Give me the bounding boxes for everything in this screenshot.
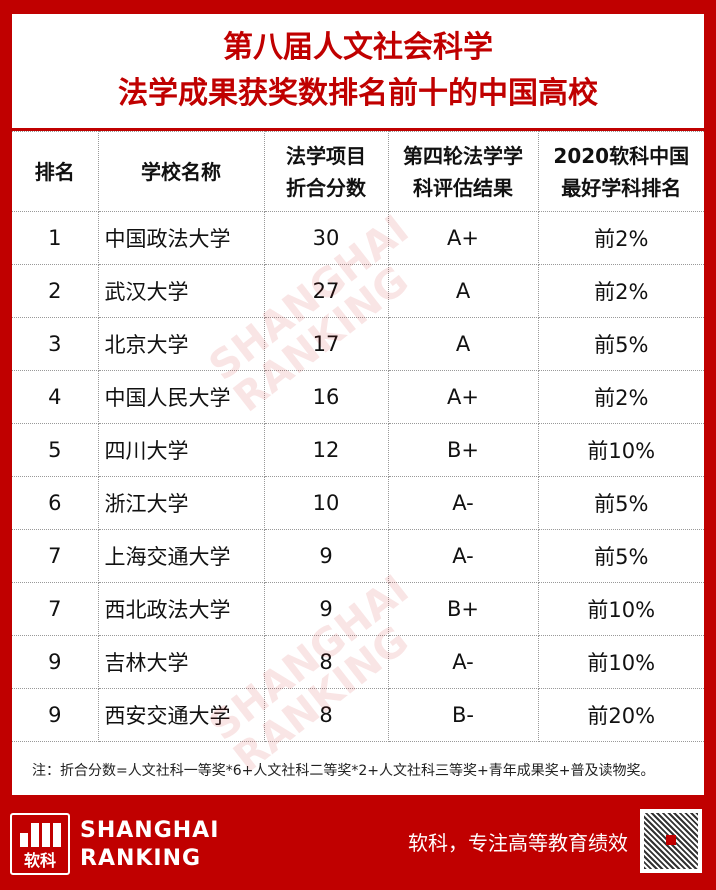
header-row: 排名 学校名称 法学项目 折合分数 第四轮法学学 科评估结果 2020软科中国 最好学科… bbox=[12, 131, 704, 212]
law-score-cell: 9 bbox=[263, 582, 389, 636]
discipline-evaluation-cell: A bbox=[387, 264, 539, 318]
law-score-cell: 8 bbox=[263, 688, 389, 742]
school-name-cell: 浙江大学 bbox=[97, 476, 265, 530]
school-name-cell: 吉林大学 bbox=[97, 635, 265, 689]
column-header: 2020软科中国 最好学科排名 bbox=[537, 131, 704, 212]
title-line-2: 法学成果获奖数排名前十的中国高校 bbox=[118, 76, 598, 111]
brand-line-1: SHANGHAI bbox=[80, 818, 220, 843]
rank-cell: 1 bbox=[12, 211, 99, 265]
discipline-evaluation-cell: B- bbox=[387, 688, 539, 742]
rank-cell: 9 bbox=[12, 635, 99, 689]
discipline-evaluation-cell: A bbox=[387, 317, 539, 371]
discipline-evaluation-cell: B+ bbox=[387, 423, 539, 477]
table-row: 7 西北政法大学 9 B+ 前10% bbox=[12, 582, 704, 636]
school-name-cell: 武汉大学 bbox=[97, 264, 265, 318]
table-row: 3 北京大学 17 A 前5% bbox=[12, 317, 704, 371]
rank-cell: 6 bbox=[12, 476, 99, 530]
title: 第八届人文社会科学 法学成果获奖数排名前十的中国高校 bbox=[12, 14, 704, 131]
discipline-evaluation-cell: A- bbox=[387, 476, 539, 530]
discipline-evaluation-cell: A+ bbox=[387, 211, 539, 265]
rank-cell: 9 bbox=[12, 688, 99, 742]
subject-ranking-cell: 前5% bbox=[537, 317, 704, 371]
subject-ranking-cell: 前2% bbox=[537, 211, 704, 265]
law-score-cell: 27 bbox=[263, 264, 389, 318]
rank-cell: 5 bbox=[12, 423, 99, 477]
school-name-cell: 西北政法大学 bbox=[97, 582, 265, 636]
subject-ranking-cell: 前2% bbox=[537, 370, 704, 424]
subject-ranking-cell: 前2% bbox=[537, 264, 704, 318]
table-row: 2 武汉大学 27 A 前2% bbox=[12, 264, 704, 318]
school-name-cell: 中国人民大学 bbox=[97, 370, 265, 424]
brand-name: SHANGHAI RANKING bbox=[80, 817, 219, 873]
law-score-cell: 9 bbox=[263, 529, 389, 583]
brand-line-2: RANKING bbox=[80, 846, 202, 871]
column-header: 法学项目 折合分数 bbox=[263, 131, 389, 212]
qr-code-icon bbox=[640, 809, 702, 873]
table-row: 4 中国人民大学 16 A+ 前2% bbox=[12, 370, 704, 424]
shanghai-ranking-logo: 软科 bbox=[10, 813, 70, 875]
law-score-cell: 10 bbox=[263, 476, 389, 530]
table-row: 5 四川大学 12 B+ 前10% bbox=[12, 423, 704, 477]
rank-cell: 2 bbox=[12, 264, 99, 318]
subject-ranking-cell: 前5% bbox=[537, 476, 704, 530]
rank-cell: 7 bbox=[12, 529, 99, 583]
school-name-cell: 西安交通大学 bbox=[97, 688, 265, 742]
ranking-table: 排名 学校名称 法学项目 折合分数 第四轮法学学 科评估结果 2020软科中国 最好学科… bbox=[12, 131, 704, 742]
subject-ranking-cell: 前5% bbox=[537, 529, 704, 583]
discipline-evaluation-cell: A+ bbox=[387, 370, 539, 424]
footnote: 注：折合分数=人文社科一等奖*6+人文社科二等奖*2+人文社科三等奖+青年成果奖… bbox=[32, 763, 655, 779]
logo-text: 软科 bbox=[23, 851, 56, 870]
school-name-cell: 四川大学 bbox=[97, 423, 265, 477]
subject-ranking-cell: 前10% bbox=[537, 582, 704, 636]
subject-ranking-cell: 前10% bbox=[537, 423, 704, 477]
column-header: 排名 bbox=[12, 131, 99, 212]
law-score-cell: 8 bbox=[263, 635, 389, 689]
rank-cell: 4 bbox=[12, 370, 99, 424]
discipline-evaluation-cell: B+ bbox=[387, 582, 539, 636]
subject-ranking-cell: 前10% bbox=[537, 635, 704, 689]
law-score-cell: 30 bbox=[263, 211, 389, 265]
school-name-cell: 中国政法大学 bbox=[97, 211, 265, 265]
column-header: 学校名称 bbox=[97, 131, 265, 212]
table-row: 7 上海交通大学 9 A- 前5% bbox=[12, 529, 704, 583]
discipline-evaluation-cell: A- bbox=[387, 529, 539, 583]
law-score-cell: 17 bbox=[263, 317, 389, 371]
table-row: 9 西安交通大学 8 B- 前20% bbox=[12, 688, 704, 742]
law-score-cell: 12 bbox=[263, 423, 389, 477]
column-header: 第四轮法学学 科评估结果 bbox=[387, 131, 539, 212]
discipline-evaluation-cell: A- bbox=[387, 635, 539, 689]
infographic-panel: 第八届人文社会科学 法学成果获奖数排名前十的中国高校 排名 学校名称 法学项目 折合… bbox=[12, 14, 704, 795]
footer: 软科 SHANGHAI RANKING 软科，专注高等教育绩效 bbox=[0, 795, 716, 890]
rank-cell: 3 bbox=[12, 317, 99, 371]
school-name-cell: 上海交通大学 bbox=[97, 529, 265, 583]
table-row: 1 中国政法大学 30 A+ 前2% bbox=[12, 211, 704, 265]
rank-cell: 7 bbox=[12, 582, 99, 636]
title-line-1: 第八届人文社会科学 bbox=[223, 30, 493, 65]
law-score-cell: 16 bbox=[263, 370, 389, 424]
slogan: 软科，专注高等教育绩效 bbox=[408, 831, 628, 855]
table-row: 6 浙江大学 10 A- 前5% bbox=[12, 476, 704, 530]
table-row: 9 吉林大学 8 A- 前10% bbox=[12, 635, 704, 689]
subject-ranking-cell: 前20% bbox=[537, 688, 704, 742]
school-name-cell: 北京大学 bbox=[97, 317, 265, 371]
